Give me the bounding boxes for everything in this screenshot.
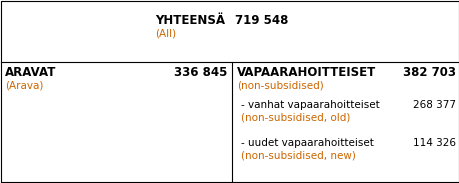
Text: 114 326: 114 326: [412, 138, 455, 148]
Text: (non-subsidised, new): (non-subsidised, new): [241, 151, 355, 161]
Text: 336 845: 336 845: [173, 66, 226, 79]
Text: - vanhat vapaarahoitteiset: - vanhat vapaarahoitteiset: [241, 100, 379, 110]
Text: 268 377: 268 377: [412, 100, 455, 110]
Text: 719 548: 719 548: [235, 14, 288, 27]
Text: (Arava): (Arava): [5, 80, 43, 90]
Text: (non-subsidised, old): (non-subsidised, old): [241, 113, 350, 123]
Text: 382 703: 382 703: [402, 66, 455, 79]
Text: VAPAARAHOITTEISET: VAPAARAHOITTEISET: [236, 66, 375, 79]
Text: - uudet vapaarahoitteiset: - uudet vapaarahoitteiset: [241, 138, 373, 148]
Text: (non-subsidised): (non-subsidised): [236, 80, 323, 90]
Text: ARAVAT: ARAVAT: [5, 66, 56, 79]
Text: (All): (All): [155, 29, 176, 39]
Text: YHTEENSÄ: YHTEENSÄ: [155, 14, 224, 27]
